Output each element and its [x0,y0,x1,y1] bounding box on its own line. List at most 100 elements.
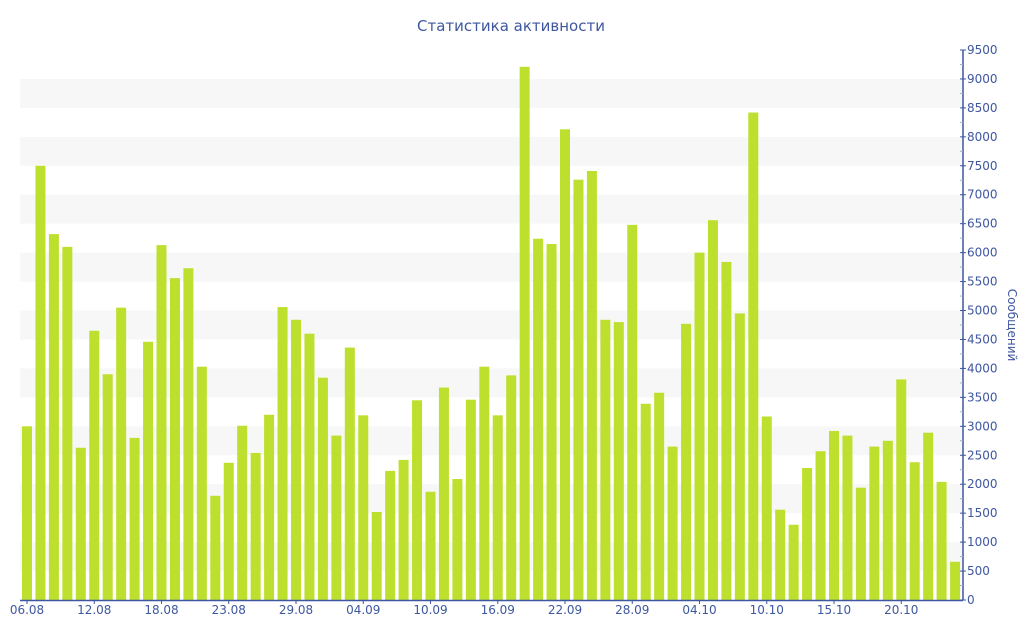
bar [143,341,154,600]
bar [344,347,355,600]
y-axis-label: Сообщений [1005,289,1019,362]
grid-band [20,136,963,166]
y-tick-label: 6500 [967,217,998,231]
y-tick-label: 8000 [967,130,998,144]
y-tick-label: 9500 [967,43,998,57]
bar [452,479,463,600]
x-tick-label: 22.09 [548,603,582,617]
bar [788,524,799,600]
bar [829,430,839,600]
grid-band [20,194,963,224]
y-tick-label: 2500 [967,448,998,462]
bar [869,446,880,600]
bar [102,374,113,600]
bar [707,220,718,601]
bar [533,238,544,600]
bar [358,415,369,600]
x-tick-label: 06.08 [10,603,44,617]
bar [75,447,86,600]
x-tick-label: 16.09 [481,603,515,617]
y-tick-label: 4500 [967,332,998,346]
x-tick-label: 10.10 [750,603,784,617]
bar [613,322,624,600]
bar [465,399,476,600]
bar [950,561,961,600]
y-tick-label: 7500 [967,159,998,173]
grid-band [20,252,963,282]
bar [156,245,167,600]
bar [546,243,557,600]
chart-title: Статистика активности [417,17,605,35]
bar [519,66,530,600]
bar [560,129,570,600]
bar [35,165,46,600]
y-tick-label: 2000 [967,477,998,491]
bar [438,387,449,600]
bar [479,366,490,600]
bar [855,487,866,600]
x-tick-label: 12.08 [77,603,111,617]
y-tick-label: 5000 [967,304,998,318]
bar [654,392,665,600]
bar [264,414,275,600]
bar [237,425,248,600]
bar [371,512,382,600]
bar [223,462,234,600]
bar [667,446,678,600]
bar [573,179,584,600]
y-tick-label: 500 [967,564,990,578]
y-tick-label: 0 [967,593,975,607]
bar [694,252,705,600]
bar [250,452,261,600]
bar [586,171,597,600]
y-tick-label: 6000 [967,246,998,260]
bar [775,509,786,600]
x-tick-label: 28.09 [615,603,649,617]
bar [909,462,920,600]
bar [842,435,853,600]
bar [129,437,140,600]
x-tick-label: 29.08 [279,603,313,617]
bar [882,440,893,600]
x-tick-label: 04.09 [346,603,380,617]
bar [169,278,180,600]
x-tick-label: 10.09 [413,603,447,617]
y-tick-label: 1500 [967,506,998,520]
bar [425,491,436,600]
x-tick-label: 04.10 [682,603,716,617]
bar [640,403,651,600]
bar [681,323,692,600]
bar [398,459,409,600]
y-tick-label: 1000 [967,535,998,549]
bar [331,435,342,600]
y-tick-label: 8500 [967,101,998,115]
bar [896,379,907,600]
bar [196,366,207,600]
bar [734,313,745,600]
y-tick-label: 9000 [967,72,998,86]
bar [492,415,503,600]
bar [277,307,288,600]
x-tick-label: 15.10 [817,603,851,617]
bar [385,470,396,600]
bar [412,400,423,600]
grid-band [20,78,963,108]
bar [22,426,32,600]
y-tick-label: 3500 [967,390,998,404]
bar [815,451,826,600]
y-tick-label: 4000 [967,361,998,375]
bar [600,319,611,600]
bar [183,268,194,600]
bar [48,234,59,600]
bar [923,432,934,600]
bar [210,495,221,600]
bar [506,375,517,600]
y-tick-label: 5500 [967,275,998,289]
bar [317,377,328,600]
bar [116,307,127,600]
x-tick-label: 18.08 [144,603,178,617]
bar [721,261,732,600]
bar [627,224,638,600]
x-tick-label: 20.10 [884,603,918,617]
